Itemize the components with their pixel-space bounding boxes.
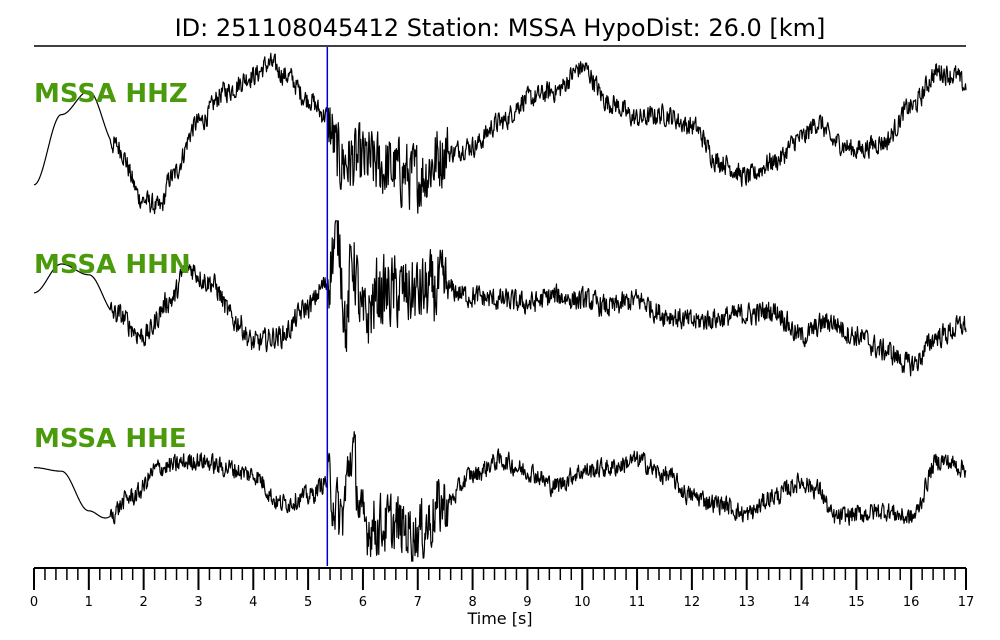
x-tick-label: 0 — [30, 595, 38, 610]
x-tick-label: 7 — [414, 595, 422, 610]
waveform-traces — [33, 52, 967, 562]
trace-mssa-hhn — [33, 220, 967, 377]
x-tick-label: 2 — [140, 595, 148, 610]
channel-label-mssa-hhn: MSSA HHN — [34, 250, 191, 280]
x-axis-label: Time [s] — [466, 609, 532, 628]
x-tick-label: 6 — [359, 595, 367, 610]
x-tick-label: 17 — [958, 595, 975, 610]
trace-mssa-hhe — [33, 431, 967, 562]
x-tick-label: 9 — [523, 595, 531, 610]
time-axis: 0 1 2 3 4 5 6 7 8 9 10 11 12 13 14 15 16 17 — [30, 567, 975, 610]
x-tick-label: 13 — [738, 595, 755, 610]
x-tick-label: 15 — [848, 595, 865, 610]
x-tick-label: 8 — [468, 595, 476, 610]
channel-label-mssa-hhe: MSSA HHE — [34, 424, 187, 454]
x-tick-label: 14 — [793, 595, 810, 610]
channel-label-mssa-hhz: MSSA HHZ — [34, 79, 188, 109]
x-tick-label: 4 — [249, 595, 257, 610]
x-tick-label: 11 — [629, 595, 646, 610]
x-tick-label: 10 — [574, 595, 591, 610]
x-tick-label: 1 — [85, 595, 93, 610]
x-tick-label: 12 — [684, 595, 701, 610]
chart-title: ID: 251108045412 Station: MSSA HypoDist:… — [175, 14, 826, 42]
trace-mssa-hhz — [33, 52, 967, 215]
channel-labels: MSSA HHZ MSSA HHN MSSA HHE — [34, 79, 191, 454]
x-tick-label: 5 — [304, 595, 312, 610]
x-tick-label: 3 — [194, 595, 202, 610]
x-tick-label: 16 — [903, 595, 920, 610]
